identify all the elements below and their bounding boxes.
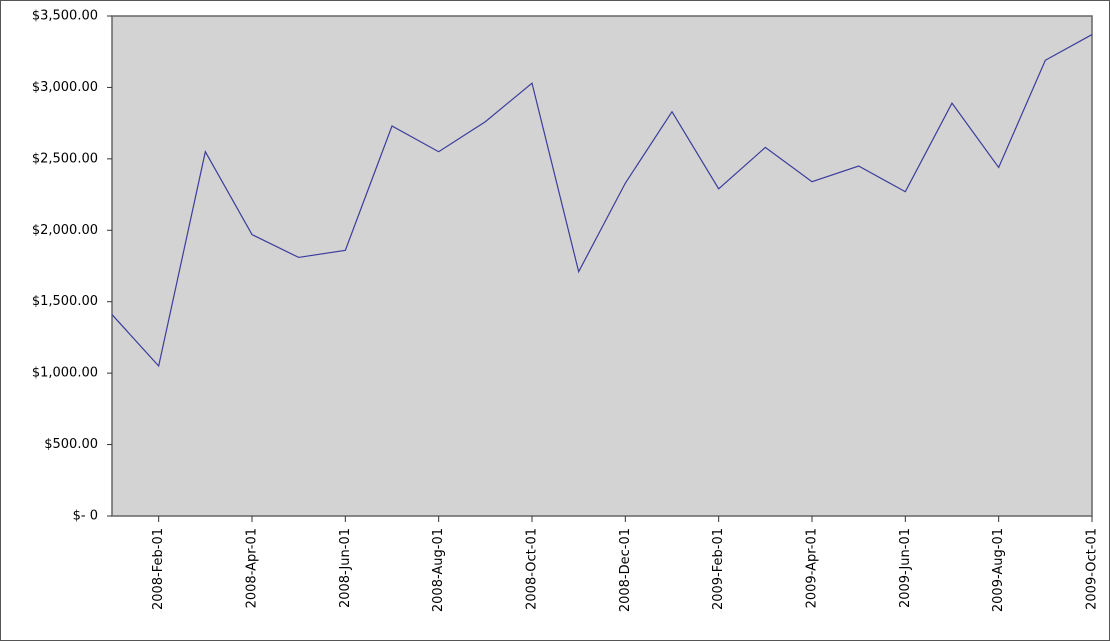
- y-tick-label: $- 0: [73, 509, 98, 524]
- plot-area: [111, 15, 1093, 517]
- x-tick-label: 2008-Dec-01: [618, 528, 633, 612]
- x-tick-label: 2009-Feb-01: [711, 528, 726, 610]
- y-tick-label: $3,500.00: [32, 9, 98, 24]
- x-tick-label: 2008-Jun-01: [338, 528, 353, 608]
- line: [111, 34, 1093, 368]
- x-tick-label: 2009-Aug-01: [991, 528, 1006, 612]
- x-tick-label: 2008-Oct-01: [525, 528, 540, 610]
- y-tick-label: $1,000.00: [32, 366, 98, 381]
- y-tick-label: $3,000.00: [32, 80, 98, 95]
- x-tick-label: 2008-Aug-01: [431, 528, 446, 612]
- y-tick-label: $1,500.00: [32, 294, 98, 309]
- x-tick-label: 2008-Apr-01: [245, 528, 260, 608]
- x-tick-label: 2009-Oct-01: [1085, 528, 1100, 610]
- y-tick-label: $2,000.00: [32, 223, 98, 238]
- y-tick-label: $500.00: [44, 437, 98, 452]
- x-tick-label: 2008-Feb-01: [151, 528, 166, 610]
- y-tick-label: $2,500.00: [32, 151, 98, 166]
- x-tick-label: 2009-Jun-01: [898, 528, 913, 608]
- x-tick-label: 2009-Apr-01: [805, 528, 820, 608]
